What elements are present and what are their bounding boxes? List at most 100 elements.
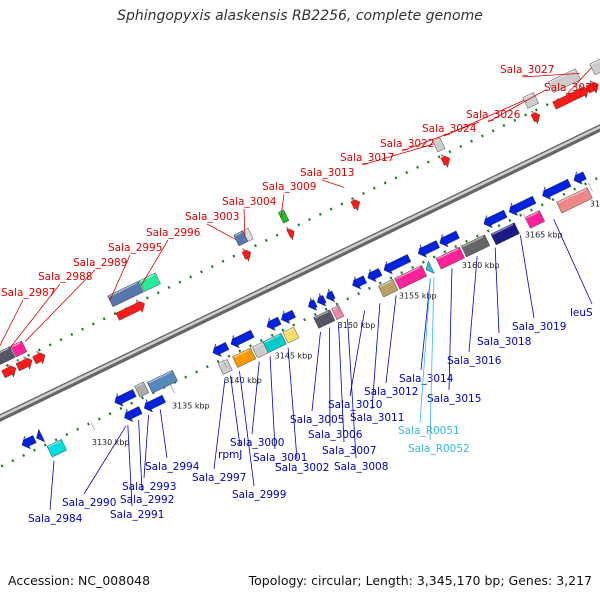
lower-gene-label-22: Sala_3018 (477, 336, 531, 348)
upper-gene-13 (278, 209, 290, 224)
lower-gene-0 (20, 434, 37, 450)
upper-leader-13 (521, 72, 580, 78)
upper-gene-shape-0 (1, 364, 17, 379)
lower-leader-21 (468, 256, 478, 353)
lower-gene-label-24: leuS (570, 307, 593, 319)
lower-gene-shine-20 (314, 310, 329, 319)
lower-gene-26 (394, 265, 428, 290)
upper-gene-shine-19 (552, 84, 585, 102)
lower-gene-shine-2 (48, 440, 61, 448)
upper-gene-shine-10 (234, 231, 242, 237)
lower-gene-shine-23 (366, 267, 377, 274)
upper-leader-2 (24, 269, 96, 342)
upper-gene-label-10: Sala_3022 (380, 138, 434, 150)
lower-gene-shape-19 (326, 288, 336, 303)
lower-gene-35 (524, 210, 545, 229)
lower-gene-label-21: Sala_3016 (447, 355, 502, 367)
upper-gene-3 (0, 346, 16, 366)
lower-gene-shape-3 (114, 389, 137, 407)
upper-gene-shine-15 (441, 154, 447, 158)
lower-gene-label-14: Sala_3007 (322, 445, 376, 457)
lower-leader-2 (127, 425, 133, 507)
accession-text: Accession: NC_008048 (8, 573, 151, 588)
upper-gene-15 (440, 154, 451, 168)
rna-leader-1 (429, 277, 435, 441)
upper-gene-shine-0 (1, 363, 13, 370)
lower-gene-shape-0 (21, 435, 37, 450)
tick-label-4: 3150 kbp (338, 321, 376, 330)
upper-gene-shine-1 (16, 356, 29, 363)
upper-gene-shine-12 (287, 227, 291, 230)
lower-gene-shine-9 (229, 329, 249, 340)
lower-leader-12 (311, 331, 321, 412)
upper-gene-shine-2 (32, 350, 42, 356)
lower-gene-label-9: Sala_3000 (230, 437, 284, 449)
lower-gene-shine-32 (482, 209, 502, 220)
rna-leader-0 (419, 278, 431, 423)
lower-leader-13 (329, 327, 331, 427)
tick-label-7: 3165 kbp (525, 231, 563, 240)
lower-leader-9 (251, 361, 260, 435)
upper-gene-label-1: Sala_2988 (38, 271, 92, 283)
upper-gene-shine-4 (11, 342, 21, 348)
lower-gene-shape-7 (143, 394, 166, 413)
upper-leader-14 (565, 67, 592, 96)
upper-gene-shape-11 (242, 227, 254, 242)
tick-label-5: 3155 kbp (399, 292, 437, 301)
upper-gene-shine-6 (116, 299, 141, 313)
lower-leader-19 (420, 278, 431, 371)
upper-gene-label-9: Sala_3017 (340, 152, 394, 164)
lower-leader-1 (83, 425, 127, 495)
upper-gene-7 (107, 280, 144, 308)
lower-gene-38 (556, 187, 593, 214)
lower-gene-shine-6 (122, 405, 137, 414)
lower-gene-shine-18 (315, 294, 321, 298)
lower-gene-32 (482, 209, 508, 229)
lower-gene-shine-17 (306, 299, 312, 303)
lower-gene-shape-29 (425, 260, 435, 274)
upper-gene-shine-7 (108, 282, 138, 298)
upper-gene-label-13: Sala_3027 (500, 64, 554, 76)
lower-gene-5 (146, 369, 178, 394)
lower-gene-shine-28 (438, 230, 455, 239)
lower-gene-label-12: Sala_3005 (290, 414, 344, 426)
upper-gene-shine-3 (0, 347, 9, 356)
lower-gene-10 (217, 359, 233, 375)
lower-leader-10 (269, 356, 276, 450)
lower-gene-25 (378, 278, 399, 298)
upper-gene-6 (115, 299, 145, 321)
lower-gene-20 (313, 309, 336, 329)
lower-gene-shine-7 (142, 394, 161, 404)
upper-gene-shape-15 (440, 154, 451, 168)
lower-gene-19 (324, 288, 336, 303)
upper-gene-14 (350, 197, 361, 212)
lower-gene-shine-27 (416, 239, 435, 250)
lower-gene-shine-36 (540, 178, 566, 192)
lower-gene-30 (435, 246, 465, 270)
upper-gene-shine-20 (549, 70, 575, 83)
lower-gene-22 (350, 275, 368, 290)
lower-gene-shine-16 (279, 309, 291, 316)
upper-leader-9 (361, 143, 435, 166)
lower-gene-36 (540, 178, 572, 200)
lower-gene-shape-17 (308, 297, 318, 311)
tick-label-6: 3160 kbp (462, 261, 500, 270)
lower-gene-shape-25 (378, 278, 399, 298)
lower-gene-shine-14 (283, 328, 293, 334)
tick-mark-5 (397, 274, 402, 284)
lower-gene-17 (306, 297, 318, 311)
upper-gene-0 (1, 363, 17, 379)
lower-gene-shine-5 (148, 371, 172, 384)
lower-gene-shine-15 (265, 316, 276, 323)
genome-backbone-highlight (0, 125, 600, 419)
upper-gene-2 (32, 350, 46, 365)
lower-leader-16 (349, 310, 366, 397)
lower-gene-shape-32 (483, 209, 508, 229)
upper-gene-19 (552, 84, 589, 110)
lower-gene-label-1: Sala_2990 (62, 497, 116, 509)
upper-gene-16 (432, 137, 446, 153)
lower-gene-shine-12 (253, 343, 263, 349)
upper-leader-5 (206, 223, 237, 240)
lower-gene-4 (134, 381, 150, 398)
upper-gene-shine-8 (140, 274, 155, 282)
